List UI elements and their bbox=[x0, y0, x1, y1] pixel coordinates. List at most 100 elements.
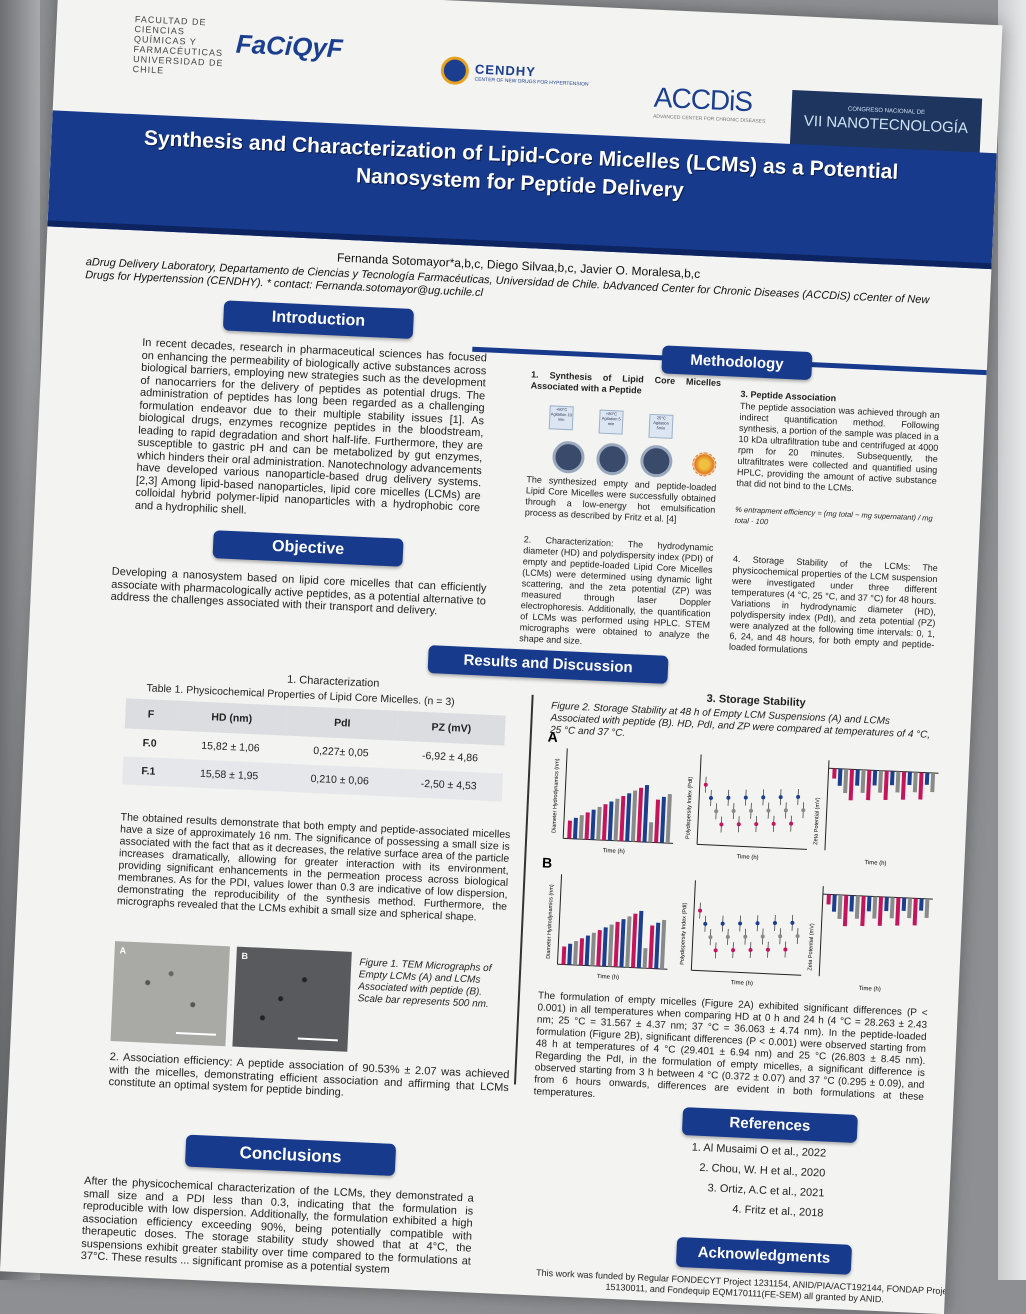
bar-mark bbox=[630, 913, 638, 968]
scatter-point bbox=[783, 808, 788, 813]
bar-mark bbox=[572, 817, 578, 839]
scatter-point bbox=[719, 822, 724, 827]
faculty-logo: FACULTAD DE CIENCIAS QUÍMICAS Y FARMACÉU… bbox=[132, 14, 224, 76]
chart-axis bbox=[697, 843, 807, 850]
storage-stability-figure: A B Time (h) Time (h) Time (h) Diameter Hyd… bbox=[542, 729, 939, 993]
results-column-divider bbox=[513, 694, 534, 1085]
bar-mark bbox=[930, 772, 936, 793]
scatter-point bbox=[771, 821, 776, 826]
bar-mark bbox=[866, 770, 872, 801]
beaker-icon bbox=[595, 442, 630, 476]
scatter-point bbox=[783, 947, 788, 952]
bar-mark bbox=[625, 916, 632, 968]
table-cell: 15,58 ± 1,95 bbox=[173, 758, 286, 792]
figure1-caption: Figure 1. TEM Micrographs of Empty LCMs … bbox=[357, 957, 492, 1011]
scatter-point bbox=[778, 795, 783, 800]
scatter-point bbox=[760, 934, 765, 939]
bar-mark bbox=[832, 768, 837, 779]
bar-mark bbox=[889, 771, 895, 786]
bar-mark bbox=[855, 769, 860, 786]
bar-mark bbox=[872, 770, 878, 786]
objective-heading: Objective bbox=[212, 530, 404, 567]
bar-mark bbox=[665, 794, 672, 844]
storage-charts: Time (h) Time (h) Time (h) Diameter Hydrody… bbox=[546, 748, 939, 993]
axis-label: Polydispersity Index (PdI) bbox=[680, 902, 689, 965]
bar-mark bbox=[907, 898, 913, 919]
beaker-row bbox=[551, 440, 674, 478]
bar-mark bbox=[636, 910, 644, 968]
chart-axis bbox=[824, 760, 830, 851]
bar-mark bbox=[613, 921, 620, 967]
axis-label: Zeta Potential (mV) bbox=[813, 797, 821, 845]
acknowledgments-text: This work was funded by Regular FONDECYT… bbox=[535, 1267, 955, 1305]
bar-mark bbox=[584, 812, 590, 840]
scatter-point bbox=[765, 947, 770, 952]
bar-mark bbox=[895, 897, 901, 926]
table-header: PZ (mV) bbox=[396, 710, 506, 746]
bar-mark bbox=[636, 787, 644, 842]
bar-mark bbox=[918, 772, 924, 800]
bar-mark bbox=[625, 793, 632, 842]
chart-axis bbox=[818, 886, 824, 977]
tem-label-b: B bbox=[241, 950, 249, 962]
bar-mark bbox=[919, 898, 924, 911]
conclusions-heading: Conclusions bbox=[184, 1134, 397, 1177]
scatter-point bbox=[698, 908, 703, 913]
storage-text: The formulation of empty micelles (Figur… bbox=[533, 990, 928, 1103]
beaker-icon bbox=[551, 440, 586, 474]
axis-label: Time (h) bbox=[736, 854, 758, 861]
bar-mark bbox=[567, 820, 572, 839]
bar-mark bbox=[607, 801, 614, 841]
characterization-text: The obtained results demonstrate that bo… bbox=[116, 811, 511, 924]
scatter-point bbox=[726, 795, 731, 800]
background-wall-right bbox=[998, 0, 1026, 1280]
references-list: 1. Al Musaimi O et al., 2022 2. Chou, W.… bbox=[663, 1136, 827, 1223]
bar-mark bbox=[912, 898, 918, 926]
bar-mark bbox=[619, 919, 626, 968]
scatter-point bbox=[748, 947, 753, 952]
panel-label-a: A bbox=[547, 729, 558, 745]
bar-mark bbox=[596, 930, 602, 967]
scatter-point bbox=[736, 822, 741, 827]
scale-bar bbox=[175, 1031, 216, 1036]
bar-mark bbox=[613, 798, 620, 841]
bar-mark bbox=[877, 896, 884, 926]
micelle-icon bbox=[691, 451, 717, 477]
bar-mark bbox=[590, 932, 596, 966]
bar-mark bbox=[842, 895, 849, 927]
tem-micrograph-a: A bbox=[110, 941, 230, 1047]
table-header: PdI bbox=[286, 705, 399, 741]
bar-mark bbox=[654, 922, 661, 969]
bar-mark bbox=[877, 770, 883, 793]
chart-axis bbox=[691, 969, 802, 976]
scatter-point bbox=[731, 809, 736, 814]
bar-mark bbox=[907, 771, 912, 786]
axis-label: Time (h) bbox=[597, 974, 619, 981]
bar-mark bbox=[648, 925, 655, 969]
bar-mark bbox=[849, 895, 855, 912]
header-logos: FACULTAD DE CIENCIAS QUÍMICAS Y FARMACÉU… bbox=[54, 0, 1002, 155]
scatter-point bbox=[796, 794, 801, 799]
bar-mark bbox=[860, 895, 866, 927]
bar-mark bbox=[912, 772, 918, 793]
accdis-logo: ACCDiS ADVANCED CENTER FOR CHRONIC DISEA… bbox=[653, 82, 767, 125]
objective-text: Developing a nanosystem based on lipid c… bbox=[110, 565, 487, 618]
scatter-point bbox=[755, 921, 760, 926]
axis-label: Polydispersity Index (PdI) bbox=[685, 776, 694, 839]
chart-axis bbox=[690, 880, 696, 971]
method-chip: +80°C Agitation 10 min bbox=[548, 405, 574, 431]
scatter-point bbox=[714, 809, 719, 814]
cendhy-logo: CENDHY CENTER OF NEW DRUGS FOR HYPERTENS… bbox=[474, 62, 589, 88]
bar-mark bbox=[642, 948, 648, 969]
bar-mark bbox=[590, 809, 596, 840]
scatter-point bbox=[801, 808, 806, 813]
bar-mark bbox=[900, 771, 907, 800]
method-step2-text: 2. Characterization: The hydrodynamic di… bbox=[518, 534, 714, 646]
table-cell: -2,50 ± 4,53 bbox=[394, 768, 504, 802]
scatter-point bbox=[795, 934, 800, 939]
bar-mark bbox=[567, 943, 573, 965]
storage-title: 3. Storage Stability bbox=[706, 692, 806, 710]
axis-label: Time (h) bbox=[859, 986, 881, 993]
axis-label: Time (h) bbox=[603, 848, 625, 855]
bar-mark bbox=[889, 897, 895, 919]
